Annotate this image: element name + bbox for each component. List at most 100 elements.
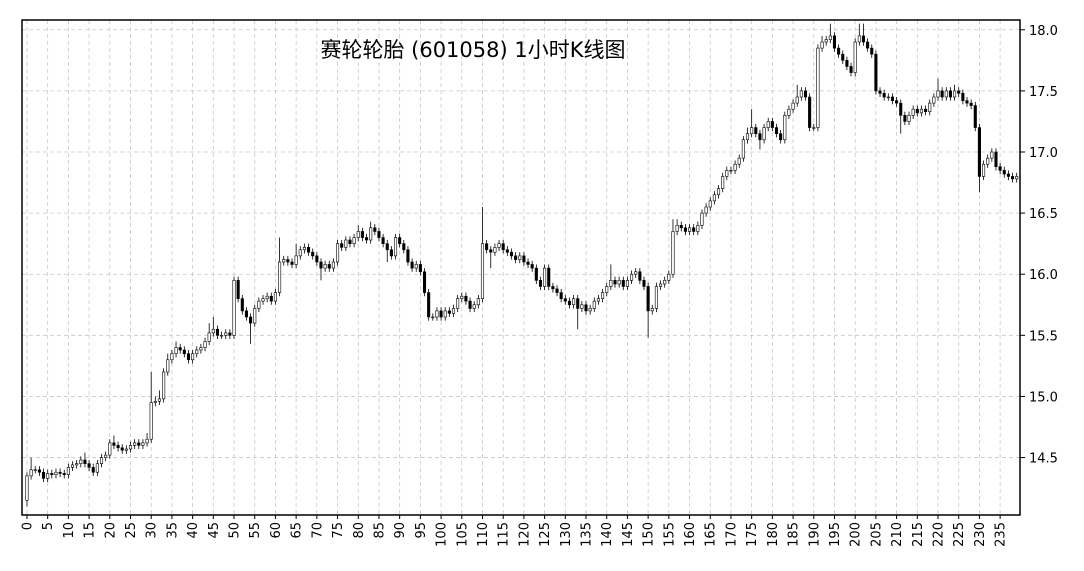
- x-tick-label: 165: [704, 522, 719, 547]
- candle-body: [965, 100, 969, 104]
- candle-body: [683, 227, 687, 232]
- candle-body: [998, 166, 1002, 171]
- candle-body: [721, 176, 725, 189]
- candle-body: [116, 445, 120, 449]
- candle-body: [464, 295, 468, 302]
- candle-body: [195, 349, 199, 354]
- x-tick-label: 235: [994, 522, 1009, 547]
- x-tick-label: 175: [745, 522, 760, 547]
- candle-body: [555, 288, 559, 293]
- candle-body: [837, 47, 841, 55]
- candle-body: [990, 151, 994, 159]
- candle-body: [410, 261, 414, 269]
- candle-body: [385, 243, 389, 251]
- x-tick-label: 60: [269, 522, 284, 539]
- candle-body: [563, 298, 567, 302]
- candle-body: [737, 157, 741, 165]
- candle-body: [621, 280, 625, 287]
- x-tick-label: 95: [414, 522, 429, 539]
- candle-body: [576, 298, 580, 309]
- candle-body: [66, 467, 70, 475]
- candle-body: [302, 247, 306, 251]
- candle-body: [957, 90, 961, 94]
- candle-body: [369, 227, 373, 241]
- candle-body: [982, 163, 986, 177]
- candle-body: [389, 249, 393, 257]
- candle-body: [572, 298, 576, 306]
- candle-body: [518, 255, 522, 260]
- x-tick-label: 200: [849, 522, 864, 547]
- candle-body: [352, 237, 356, 244]
- candle-body: [83, 459, 87, 464]
- candle-body: [331, 261, 335, 269]
- x-tick-label: 145: [621, 522, 636, 547]
- candle-body: [547, 267, 551, 287]
- candle-body: [861, 35, 866, 43]
- candle-body: [774, 127, 779, 134]
- chart-title: 赛轮轮胎 (601058) 1小时K线图: [320, 38, 625, 62]
- x-tick-label: 105: [455, 522, 470, 547]
- candle-body: [543, 267, 547, 287]
- candle-body: [791, 102, 795, 110]
- candle-body: [95, 463, 99, 473]
- candle-body: [373, 227, 377, 232]
- candle-body: [182, 349, 186, 354]
- x-tick-label: 210: [890, 522, 905, 547]
- candle-body: [509, 251, 514, 257]
- candle-body: [485, 243, 489, 251]
- candle-body: [141, 442, 145, 446]
- candle-body: [224, 332, 228, 336]
- candle-body: [91, 467, 95, 473]
- candle-body: [692, 227, 696, 232]
- candle-body: [54, 471, 58, 475]
- candle-body: [418, 264, 422, 273]
- candle-body: [99, 457, 104, 464]
- candle-body: [551, 286, 555, 290]
- candle-body: [915, 108, 919, 114]
- candle-body: [944, 90, 948, 98]
- candle-body: [166, 359, 170, 373]
- candle-body: [364, 237, 369, 241]
- candle-body: [505, 249, 509, 253]
- x-tick-label: 225: [952, 522, 967, 547]
- candle-body: [497, 243, 501, 248]
- x-tick-label: 65: [290, 522, 305, 539]
- candle-body: [588, 308, 592, 312]
- candle-body: [932, 96, 936, 104]
- x-tick-label: 70: [310, 522, 325, 539]
- x-tick-label: 80: [352, 522, 367, 539]
- candle-body: [820, 41, 824, 49]
- candle-body: [969, 102, 973, 106]
- candle-body: [750, 127, 754, 134]
- candle-body: [178, 347, 182, 351]
- candle-body: [886, 96, 890, 99]
- candle-body: [845, 60, 849, 67]
- x-tick-label: 230: [973, 522, 988, 547]
- x-tick-label: 140: [600, 522, 615, 547]
- candle-body: [62, 473, 66, 475]
- x-tick-label: 220: [932, 522, 947, 547]
- x-tick-label: 130: [559, 522, 574, 547]
- candle-body: [538, 280, 543, 287]
- candle-body: [37, 469, 41, 473]
- x-tick-label: 195: [828, 522, 843, 547]
- x-tick-label: 25: [124, 522, 139, 539]
- candle-body: [646, 286, 650, 312]
- candle-body: [853, 41, 857, 73]
- candle-body: [911, 108, 915, 116]
- candle-body: [799, 90, 803, 98]
- candle-body: [298, 249, 302, 257]
- candle-body: [559, 292, 563, 299]
- candle-body: [890, 96, 894, 101]
- candle-body: [468, 300, 472, 309]
- candle-body: [174, 347, 178, 354]
- x-tick-label: 50: [228, 522, 243, 539]
- candle-body: [257, 300, 261, 309]
- candle-body: [812, 127, 816, 129]
- candle-body: [443, 310, 447, 318]
- candle-body: [356, 231, 360, 238]
- candle-body: [725, 170, 729, 177]
- candle-body: [228, 332, 232, 336]
- x-tick-label: 10: [62, 522, 77, 539]
- x-tick-label: 100: [435, 522, 450, 547]
